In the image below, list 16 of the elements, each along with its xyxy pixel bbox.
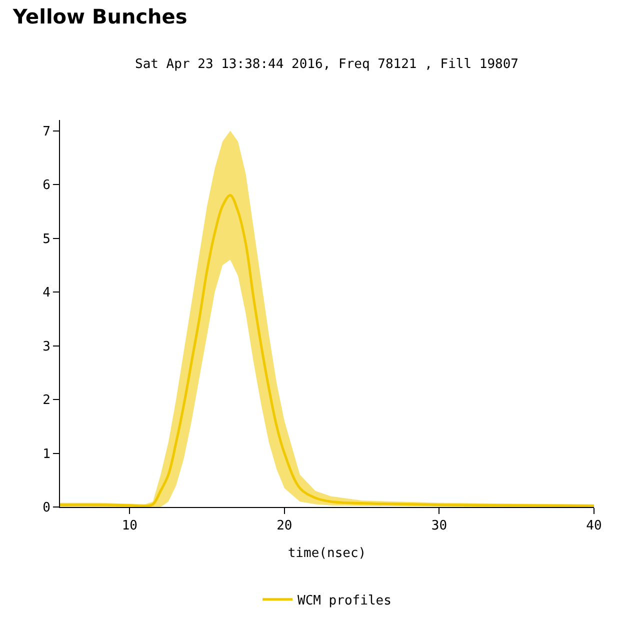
y-tick-label: 2: [42, 393, 50, 408]
y-tick-label: 5: [42, 232, 50, 247]
legend-label: WCM profiles: [298, 593, 392, 608]
x-tick-label: 40: [586, 518, 602, 534]
chart-title: Yellow Bunches: [12, 4, 188, 28]
y-tick-label: 3: [42, 339, 50, 354]
y-tick-label: 7: [42, 124, 50, 140]
x-axis-title: time(nsec): [288, 546, 366, 562]
x-tick-label: 30: [431, 518, 448, 534]
y-tick-label: 6: [42, 178, 50, 194]
chart-subtitle: Sat Apr 23 13:38:44 2016, Freq 78121 , Fill 19807: [135, 57, 519, 72]
y-tick-label: 4: [42, 286, 51, 301]
x-tick-label: 20: [276, 518, 292, 534]
y-tick-label: 0: [42, 500, 50, 516]
y-tick-label: 1: [42, 446, 50, 462]
x-tick-label: 10: [122, 518, 138, 534]
